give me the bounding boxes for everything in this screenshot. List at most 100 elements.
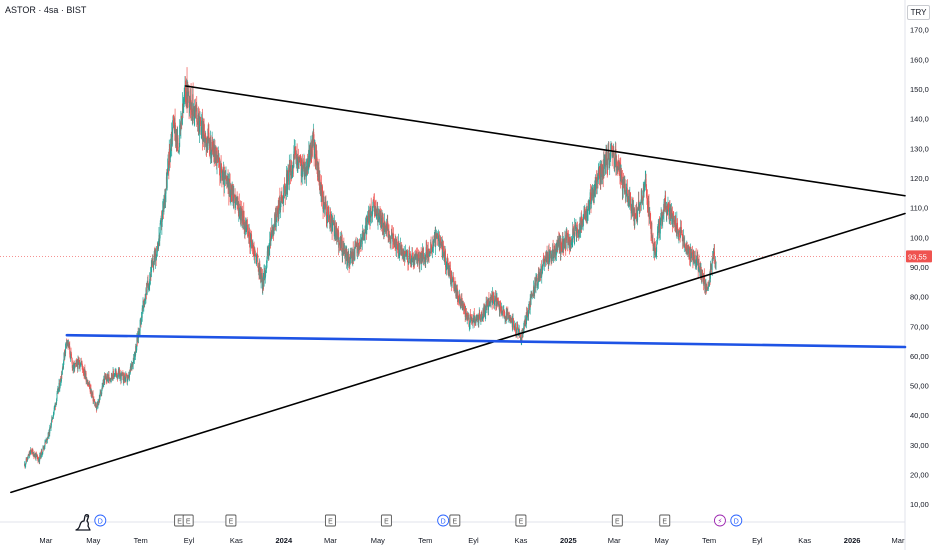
candle-body: [613, 152, 615, 159]
candle-body: [492, 293, 494, 304]
candle-body: [338, 242, 340, 245]
event-marker-earnings[interactable]: E: [659, 514, 671, 527]
candle-body: [537, 271, 539, 283]
candle-body: [44, 441, 46, 447]
candle-body: [517, 324, 519, 329]
candle-body: [247, 230, 249, 231]
lower-trendline[interactable]: [10, 212, 906, 494]
candle-body: [595, 178, 597, 185]
candle-body: [604, 156, 606, 158]
candle-body: [465, 313, 467, 318]
candle-body: [126, 374, 128, 376]
event-marker-earnings[interactable]: E: [182, 514, 194, 527]
candle-body: [348, 254, 350, 267]
candle-body: [100, 391, 102, 394]
candle-body: [111, 377, 113, 378]
candle-body: [111, 373, 113, 378]
price-tick-label: 60,00: [910, 352, 929, 361]
candle-body: [554, 245, 556, 255]
candle-body: [587, 214, 589, 216]
event-label: D: [734, 519, 739, 526]
candle-body: [229, 178, 231, 182]
candle-body: [249, 237, 251, 247]
candle-body: [155, 255, 157, 257]
currency-badge[interactable]: TRY: [907, 5, 930, 20]
candle-body: [38, 458, 40, 461]
event-marker-dividend[interactable]: D: [730, 514, 743, 527]
event-marker-earnings[interactable]: E: [449, 514, 461, 527]
candle-body: [146, 282, 148, 294]
candle-body: [669, 203, 671, 208]
candle-body: [545, 257, 546, 260]
candle-body: [659, 223, 660, 226]
candle-body: [142, 300, 144, 306]
candle-body: [364, 233, 366, 236]
candle-body: [261, 273, 262, 278]
candle-body: [290, 160, 292, 178]
candle-body: [492, 293, 494, 298]
candle-body: [646, 187, 647, 197]
candle-body: [204, 138, 206, 143]
candle-body: [606, 159, 608, 168]
event-marker-dividend[interactable]: D: [437, 514, 450, 527]
candle-body: [29, 452, 30, 456]
candle-body: [520, 339, 522, 341]
candle-body: [459, 294, 461, 298]
candle-body: [42, 452, 43, 454]
candle-body: [125, 374, 127, 379]
candle-body: [145, 298, 146, 301]
candle-body: [334, 223, 336, 226]
candle-body: [230, 191, 232, 197]
candle-body: [263, 271, 265, 287]
candle-body: [75, 361, 77, 364]
candle-body: [384, 221, 385, 232]
candle-body: [313, 131, 315, 143]
event-marker-earnings[interactable]: E: [515, 514, 527, 527]
candle-body: [170, 148, 171, 158]
event-marker-earnings[interactable]: E: [174, 514, 186, 527]
candle-body: [571, 239, 573, 242]
horizontal-support[interactable]: [65, 333, 907, 349]
candle-body: [270, 236, 272, 240]
event-marker-earnings[interactable]: E: [611, 514, 623, 527]
candle-body: [445, 263, 447, 269]
candle-body: [464, 309, 466, 311]
candle-body: [332, 218, 334, 223]
candle-body: [607, 151, 609, 168]
candle-body: [440, 238, 442, 242]
upper-trendline[interactable]: [185, 85, 906, 197]
candle-body: [50, 425, 52, 429]
price-tick-label: 140,0: [910, 115, 929, 124]
candle-body: [620, 174, 622, 183]
candle-body: [322, 190, 324, 202]
candle-body: [53, 407, 55, 412]
candle-body: [608, 150, 610, 159]
candle-body: [629, 195, 631, 200]
candle-body: [403, 253, 405, 259]
candle-body: [567, 237, 569, 245]
candle-body: [629, 195, 631, 206]
event-marker-split[interactable]: ⚡: [714, 514, 726, 527]
candle-body: [690, 256, 692, 259]
candle-body: [104, 375, 106, 384]
candle-body: [422, 253, 424, 260]
event-marker-dividend[interactable]: D: [94, 514, 107, 527]
candle-body: [435, 236, 437, 239]
candle-body: [515, 323, 516, 332]
split-badge: [714, 514, 726, 527]
event-marker-earnings[interactable]: E: [380, 514, 392, 527]
candle-body: [566, 236, 568, 237]
candle-body: [196, 104, 198, 122]
candle-body: [56, 390, 58, 394]
candle-body: [505, 320, 507, 321]
candle-body: [305, 166, 307, 177]
candle-body: [239, 216, 241, 219]
event-marker-earnings[interactable]: E: [324, 514, 336, 527]
event-marker-earnings[interactable]: E: [225, 514, 237, 527]
tradingview-dino-icon[interactable]: [73, 512, 93, 532]
candle-body: [683, 237, 685, 248]
candle-body: [220, 162, 222, 178]
candle-body: [46, 440, 48, 442]
